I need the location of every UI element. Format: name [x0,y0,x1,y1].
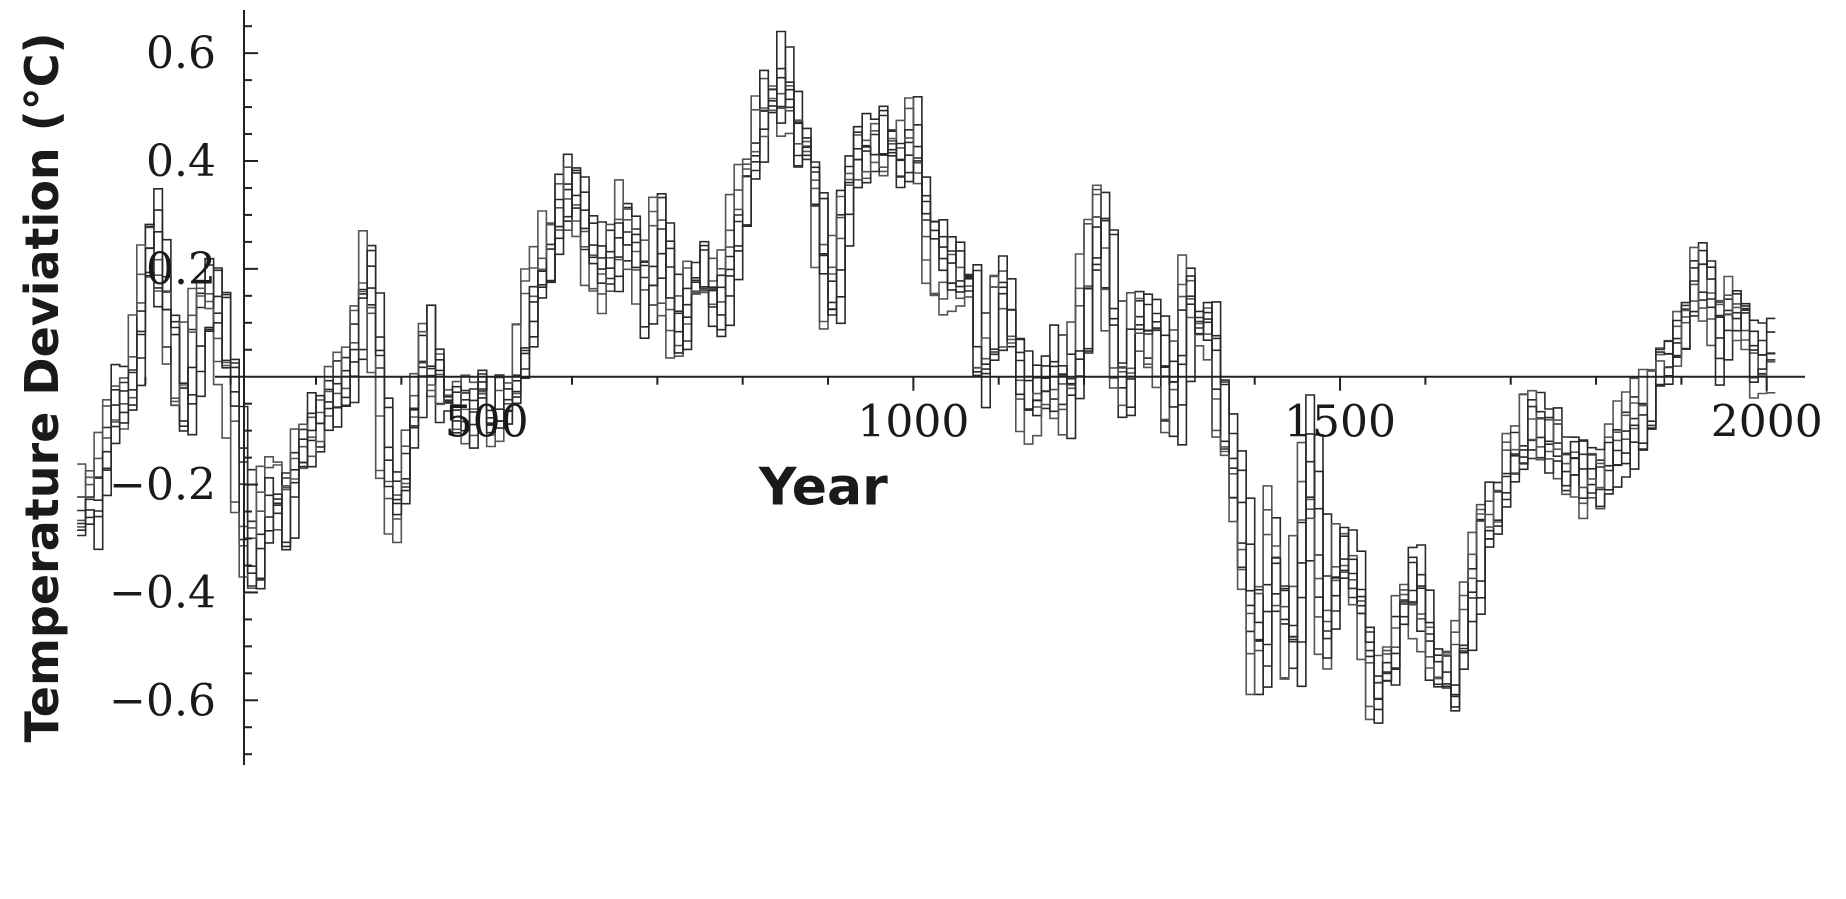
y-tick-label: 0.2 [146,244,216,295]
y-tick-label: 0.4 [146,136,216,187]
series-line [77,97,1776,708]
x-tick-label: 2000 [1711,397,1823,448]
series-group [77,30,1776,724]
x-tick-label: 1500 [1284,397,1396,448]
series-line [77,69,1776,711]
series-line [77,95,1776,721]
x-tick-label: 500 [445,397,529,448]
y-axis-title: Temperature Deviation (°C) [15,33,69,743]
y-ticks: 0.6 0.4 0.2 −0.2 −0.4 −0.6 [109,25,258,756]
y-tick-label: −0.2 [109,460,216,511]
y-tick-label: −0.6 [109,675,216,726]
y-tick-label: 0.6 [146,28,216,79]
y-tick-label: −0.4 [109,567,216,618]
x-ticks: 500 1000 1500 2000 [144,376,1823,448]
x-tick-label: 1000 [857,397,969,448]
series-line [77,67,1776,724]
series-line [77,77,1776,700]
series-line [77,46,1776,708]
x-axis-title: Year [758,458,888,518]
series-line [77,30,1776,700]
